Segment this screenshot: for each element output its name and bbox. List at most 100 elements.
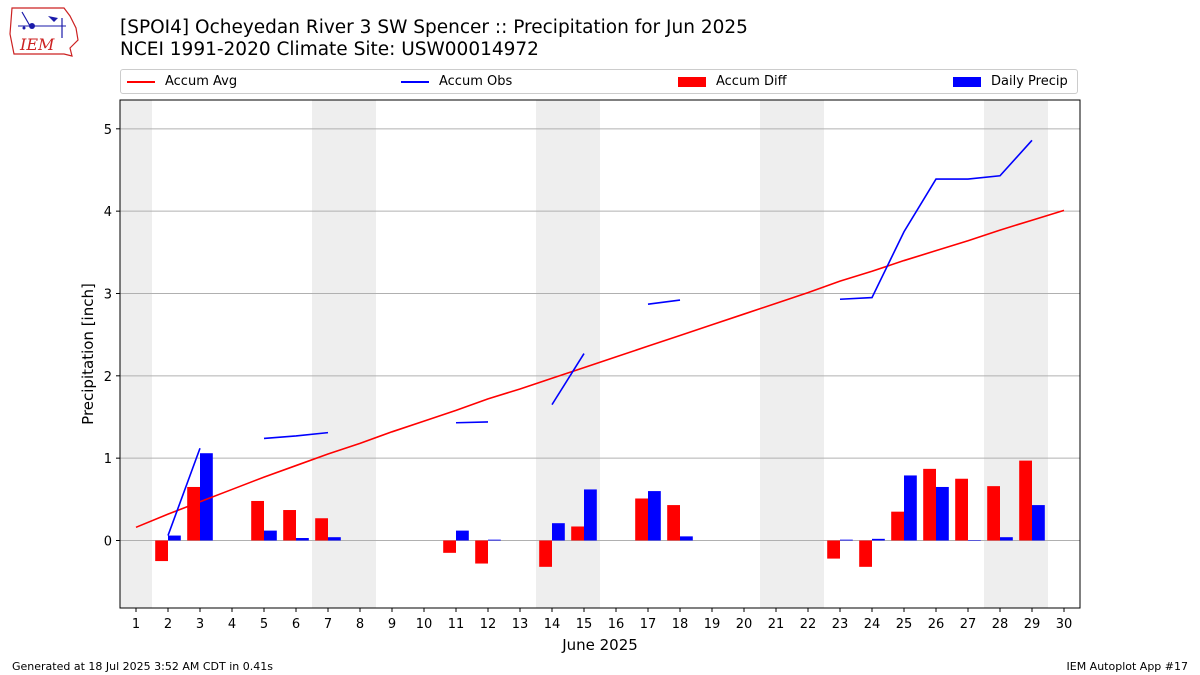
logo-text: IEM <box>19 35 55 54</box>
daily-precip-bar-day-6 <box>296 538 309 541</box>
accum-diff-bar-day-27 <box>955 478 968 541</box>
x-tick-label-28: 28 <box>992 617 1009 632</box>
daily-precip-bar-day-17 <box>648 491 661 541</box>
accum-diff-bar-day-15 <box>571 526 584 541</box>
x-axis-label: June 2025 <box>561 636 638 654</box>
accum-diff-bar-day-25 <box>891 511 904 541</box>
x-tick-label-23: 23 <box>832 617 849 632</box>
daily-precip-bar-day-23 <box>840 539 853 541</box>
daily-precip-bar-day-24 <box>872 538 885 541</box>
x-tick-label-4: 4 <box>228 617 236 632</box>
accum-diff-bar-day-23 <box>827 540 840 559</box>
x-tick-label-17: 17 <box>640 617 657 632</box>
accum-diff-bar-day-24 <box>859 540 872 567</box>
x-tick-label-11: 11 <box>448 617 465 632</box>
autoplot-app-label: IEM Autoplot App #17 <box>1066 660 1189 673</box>
y-tick-label-5: 5 <box>104 123 112 138</box>
daily-precip-bar-day-28 <box>1000 537 1013 541</box>
accum-diff-bar-day-18 <box>667 505 680 541</box>
accum-diff-bar-day-14 <box>539 540 552 567</box>
x-tick-label-15: 15 <box>576 617 593 632</box>
daily-precip-bar-day-25 <box>904 475 917 541</box>
accum-diff-bar-day-11 <box>443 540 456 553</box>
daily-precip-bar-day-15 <box>584 489 597 541</box>
accum-avg-line <box>135 209 1065 529</box>
x-tick-label-22: 22 <box>800 617 817 632</box>
legend-label-accum-obs: Accum Obs <box>439 74 513 89</box>
x-tick-label-3: 3 <box>196 617 204 632</box>
accum-obs-segment-2 <box>455 421 489 424</box>
daily-precip-bar-day-29 <box>1032 505 1045 541</box>
x-tick-label-2: 2 <box>164 617 172 632</box>
x-tick-label-30: 30 <box>1056 617 1073 632</box>
y-axis-label: Precipitation [inch] <box>79 283 97 425</box>
legend-label-daily-precip: Daily Precip <box>991 74 1068 89</box>
accum-obs-segment-1 <box>263 431 329 440</box>
accum-obs-segment-5 <box>839 139 1033 301</box>
legend-swatch-daily-precip <box>953 76 981 87</box>
x-tick-label-24: 24 <box>864 617 881 632</box>
legend: Accum Avg Accum Obs Accum Diff Daily Pre… <box>120 69 1078 94</box>
x-tick-label-9: 9 <box>388 617 396 632</box>
x-tick-label-8: 8 <box>356 617 364 632</box>
x-tick-label-20: 20 <box>736 617 753 632</box>
weekend-band-3 <box>760 100 824 608</box>
chart-title: [SPOI4] Ocheyedan River 3 SW Spencer :: … <box>120 17 748 38</box>
x-tick-label-7: 7 <box>324 617 332 632</box>
accum-diff-bar-day-29 <box>1019 460 1032 541</box>
daily-precip-bar-day-12 <box>488 539 501 541</box>
accum-obs-segment-4 <box>647 299 681 305</box>
y-tick-label-2: 2 <box>104 370 112 385</box>
generated-timestamp: Generated at 18 Jul 2025 3:52 AM CDT in … <box>12 660 273 673</box>
x-tick-label-6: 6 <box>292 617 300 632</box>
accum-obs-segment-3 <box>551 353 585 406</box>
legend-swatch-accum-avg <box>127 80 155 83</box>
legend-item-accum-diff: Accum Diff <box>678 70 787 93</box>
accum-diff-bar-day-7 <box>315 518 328 541</box>
accum-obs-segment-0 <box>167 447 201 536</box>
x-tick-label-27: 27 <box>960 617 977 632</box>
x-tick-label-12: 12 <box>480 617 497 632</box>
legend-swatch-accum-diff <box>678 76 706 87</box>
x-tick-label-5: 5 <box>260 617 268 632</box>
accum-diff-bar-day-26 <box>923 468 936 541</box>
daily-precip-bar-day-27 <box>968 540 981 541</box>
x-tick-label-18: 18 <box>672 617 689 632</box>
daily-precip-bar-day-7 <box>328 537 341 541</box>
x-tick-label-25: 25 <box>896 617 913 632</box>
x-tick-label-1: 1 <box>132 617 140 632</box>
accum-diff-bar-day-12 <box>475 540 488 564</box>
legend-item-accum-avg: Accum Avg <box>127 70 237 93</box>
accum-diff-bar-day-5 <box>251 500 264 541</box>
chart-subtitle: NCEI 1991-2020 Climate Site: USW00014972 <box>120 39 539 60</box>
accum-diff-bar-day-3 <box>187 486 200 541</box>
daily-precip-bar-day-11 <box>456 530 469 541</box>
x-tick-label-14: 14 <box>544 617 561 632</box>
accum-diff-bar-day-28 <box>987 486 1000 541</box>
legend-item-daily-precip: Daily Precip <box>953 70 1068 93</box>
x-tick-label-10: 10 <box>416 617 433 632</box>
x-tick-label-29: 29 <box>1024 617 1041 632</box>
legend-swatch-accum-obs <box>401 80 429 83</box>
x-tick-label-19: 19 <box>704 617 721 632</box>
legend-item-accum-obs: Accum Obs <box>401 70 512 93</box>
daily-precip-bar-day-3 <box>200 453 213 541</box>
daily-precip-bar-day-5 <box>264 530 277 541</box>
accum-diff-bar-day-6 <box>283 510 296 541</box>
daily-precip-bar-day-2 <box>168 535 181 541</box>
y-tick-label-1: 1 <box>104 452 112 467</box>
y-tick-label-4: 4 <box>104 205 112 220</box>
x-tick-label-16: 16 <box>608 617 625 632</box>
iem-logo: IEM <box>6 4 82 60</box>
daily-precip-bar-day-18 <box>680 536 693 541</box>
accum-diff-bar-day-17 <box>635 498 648 541</box>
x-tick-label-21: 21 <box>768 617 785 632</box>
daily-precip-bar-day-14 <box>552 523 565 541</box>
y-tick-label-3: 3 <box>104 287 112 302</box>
legend-label-accum-avg: Accum Avg <box>165 74 238 89</box>
legend-label-accum-diff: Accum Diff <box>716 74 787 89</box>
plot-frame <box>119 99 1081 609</box>
y-tick-label-0: 0 <box>104 534 112 549</box>
accum-diff-bar-day-2 <box>155 540 168 562</box>
